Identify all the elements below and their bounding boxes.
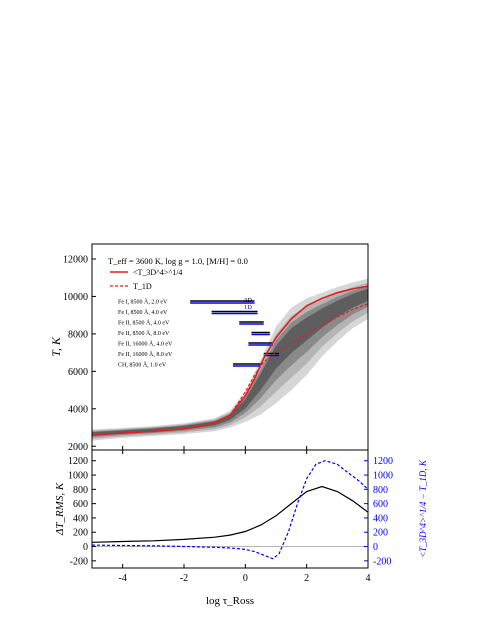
- temperature-y-axis-label: T, K: [49, 336, 63, 357]
- rms-y-axis-label: ΔT_RMS, K: [54, 482, 66, 536]
- difference-y-tick-label: 1200: [373, 456, 393, 467]
- temperature-panel: 2000 4000 6000 8000 10000 12000 T, K T_eff = …: [49, 243, 369, 453]
- temperature-y-tick-label: 2000: [68, 442, 88, 453]
- rms-y-tick-label: -200: [70, 556, 88, 567]
- temperature-y-axis: 2000 4000 6000 8000 10000 12000: [63, 254, 96, 453]
- x-tick-label: 2: [304, 573, 309, 584]
- difference-y-tick-label: 600: [373, 499, 388, 510]
- one-d-temperature-line: [91, 303, 369, 436]
- rms-y-tick-label: 0: [83, 542, 88, 553]
- formation-range-label-1: Fe I, 8500 Å, 4.0 eV: [118, 308, 168, 316]
- temperature-x-ticks: [122, 446, 369, 450]
- temperature-y-tick-label: 6000: [68, 367, 88, 378]
- formation-range-label-0: Fe I, 8500 Å, 2.0 eV: [118, 298, 168, 306]
- difference-y-tick-label: 200: [373, 528, 388, 539]
- temperature-y-tick-label: 4000: [68, 404, 88, 415]
- scatter-density-band-3: [92, 288, 368, 436]
- range-label-1d: 1D: [244, 304, 252, 311]
- legend-label-3d: <T_3D^4>^1/4: [133, 268, 182, 277]
- rms-y-tick-label: 200: [73, 528, 88, 539]
- x-tick-label: 4: [366, 573, 371, 584]
- temperature-y-tick-label: 12000: [63, 254, 88, 265]
- rms-y-tick-label: 1000: [68, 471, 88, 482]
- rms-temperature-line: [91, 485, 369, 543]
- x-tick-label: 0: [243, 573, 248, 584]
- rms-y-tick-label: 800: [73, 485, 88, 496]
- temperature-curves: [91, 285, 369, 436]
- x-axis-label: log τ_Ross: [206, 595, 254, 607]
- rms-y-axis: -200 0 200 400 600 800 1000 1200: [68, 456, 96, 567]
- formation-range-label-4: Fe II, 16000 Å, 4.0 eV: [118, 340, 173, 348]
- legend-label-1d: T_1D: [133, 282, 152, 291]
- difference-curves: [91, 460, 369, 560]
- x-tick-label: -4: [118, 573, 126, 584]
- model-parameters-annotation: T_eff = 3600 K, log g = 1.0, [M/H] = 0.0: [108, 256, 248, 266]
- difference-y-axis-label: <T_3D^4>^1/4 − T_1D, K: [418, 459, 428, 558]
- temperature-y-tick-label: 8000: [68, 329, 88, 340]
- difference-y-axis: -200 0 200 400 600 800 1000 1200: [364, 456, 393, 567]
- difference-y-tick-label: 1000: [373, 471, 393, 482]
- difference-y-tick-label: 800: [373, 485, 388, 496]
- formation-range-labels: Fe I, 8500 Å, 2.0 eV Fe I, 8500 Å, 4.0 eV…: [118, 298, 173, 369]
- range-label-3d: 3D: [244, 297, 252, 304]
- legend: <T_3D^4>^1/4 T_1D: [110, 268, 182, 291]
- difference-y-tick-label: 400: [373, 513, 388, 524]
- formation-range-label-3: Fe II, 8500 Å, 8.0 eV: [118, 329, 170, 337]
- formation-range-label-5: Fe II, 16000 Å, 8.0 eV: [118, 350, 173, 358]
- rms-y-tick-label: 600: [73, 499, 88, 510]
- temperature-scatter-cloud: [92, 278, 368, 441]
- rms-y-tick-label: 400: [73, 513, 88, 524]
- x-tick-label: -2: [180, 573, 188, 584]
- formation-range-label-2: Fe II, 8500 Å, 4.0 eV: [118, 319, 170, 327]
- formation-range-label-6: CH, 8500 Å, 1.0 eV: [118, 361, 167, 369]
- difference-y-tick-label: 0: [373, 542, 378, 553]
- rms-y-tick-label: 1200: [68, 456, 88, 467]
- formation-range-bars: [190, 300, 280, 367]
- difference-panel: -200 0 200 400 600 800 1000 1200 -200 0 200 400 600…: [54, 449, 428, 607]
- temperature-y-tick-label: 10000: [63, 292, 88, 303]
- optical-depth-x-axis: -4 -2 0 2 4: [118, 450, 371, 584]
- difference-panel-frame: [91, 449, 369, 569]
- difference-y-tick-label: -200: [373, 556, 391, 567]
- temperature-difference-line: [91, 460, 369, 560]
